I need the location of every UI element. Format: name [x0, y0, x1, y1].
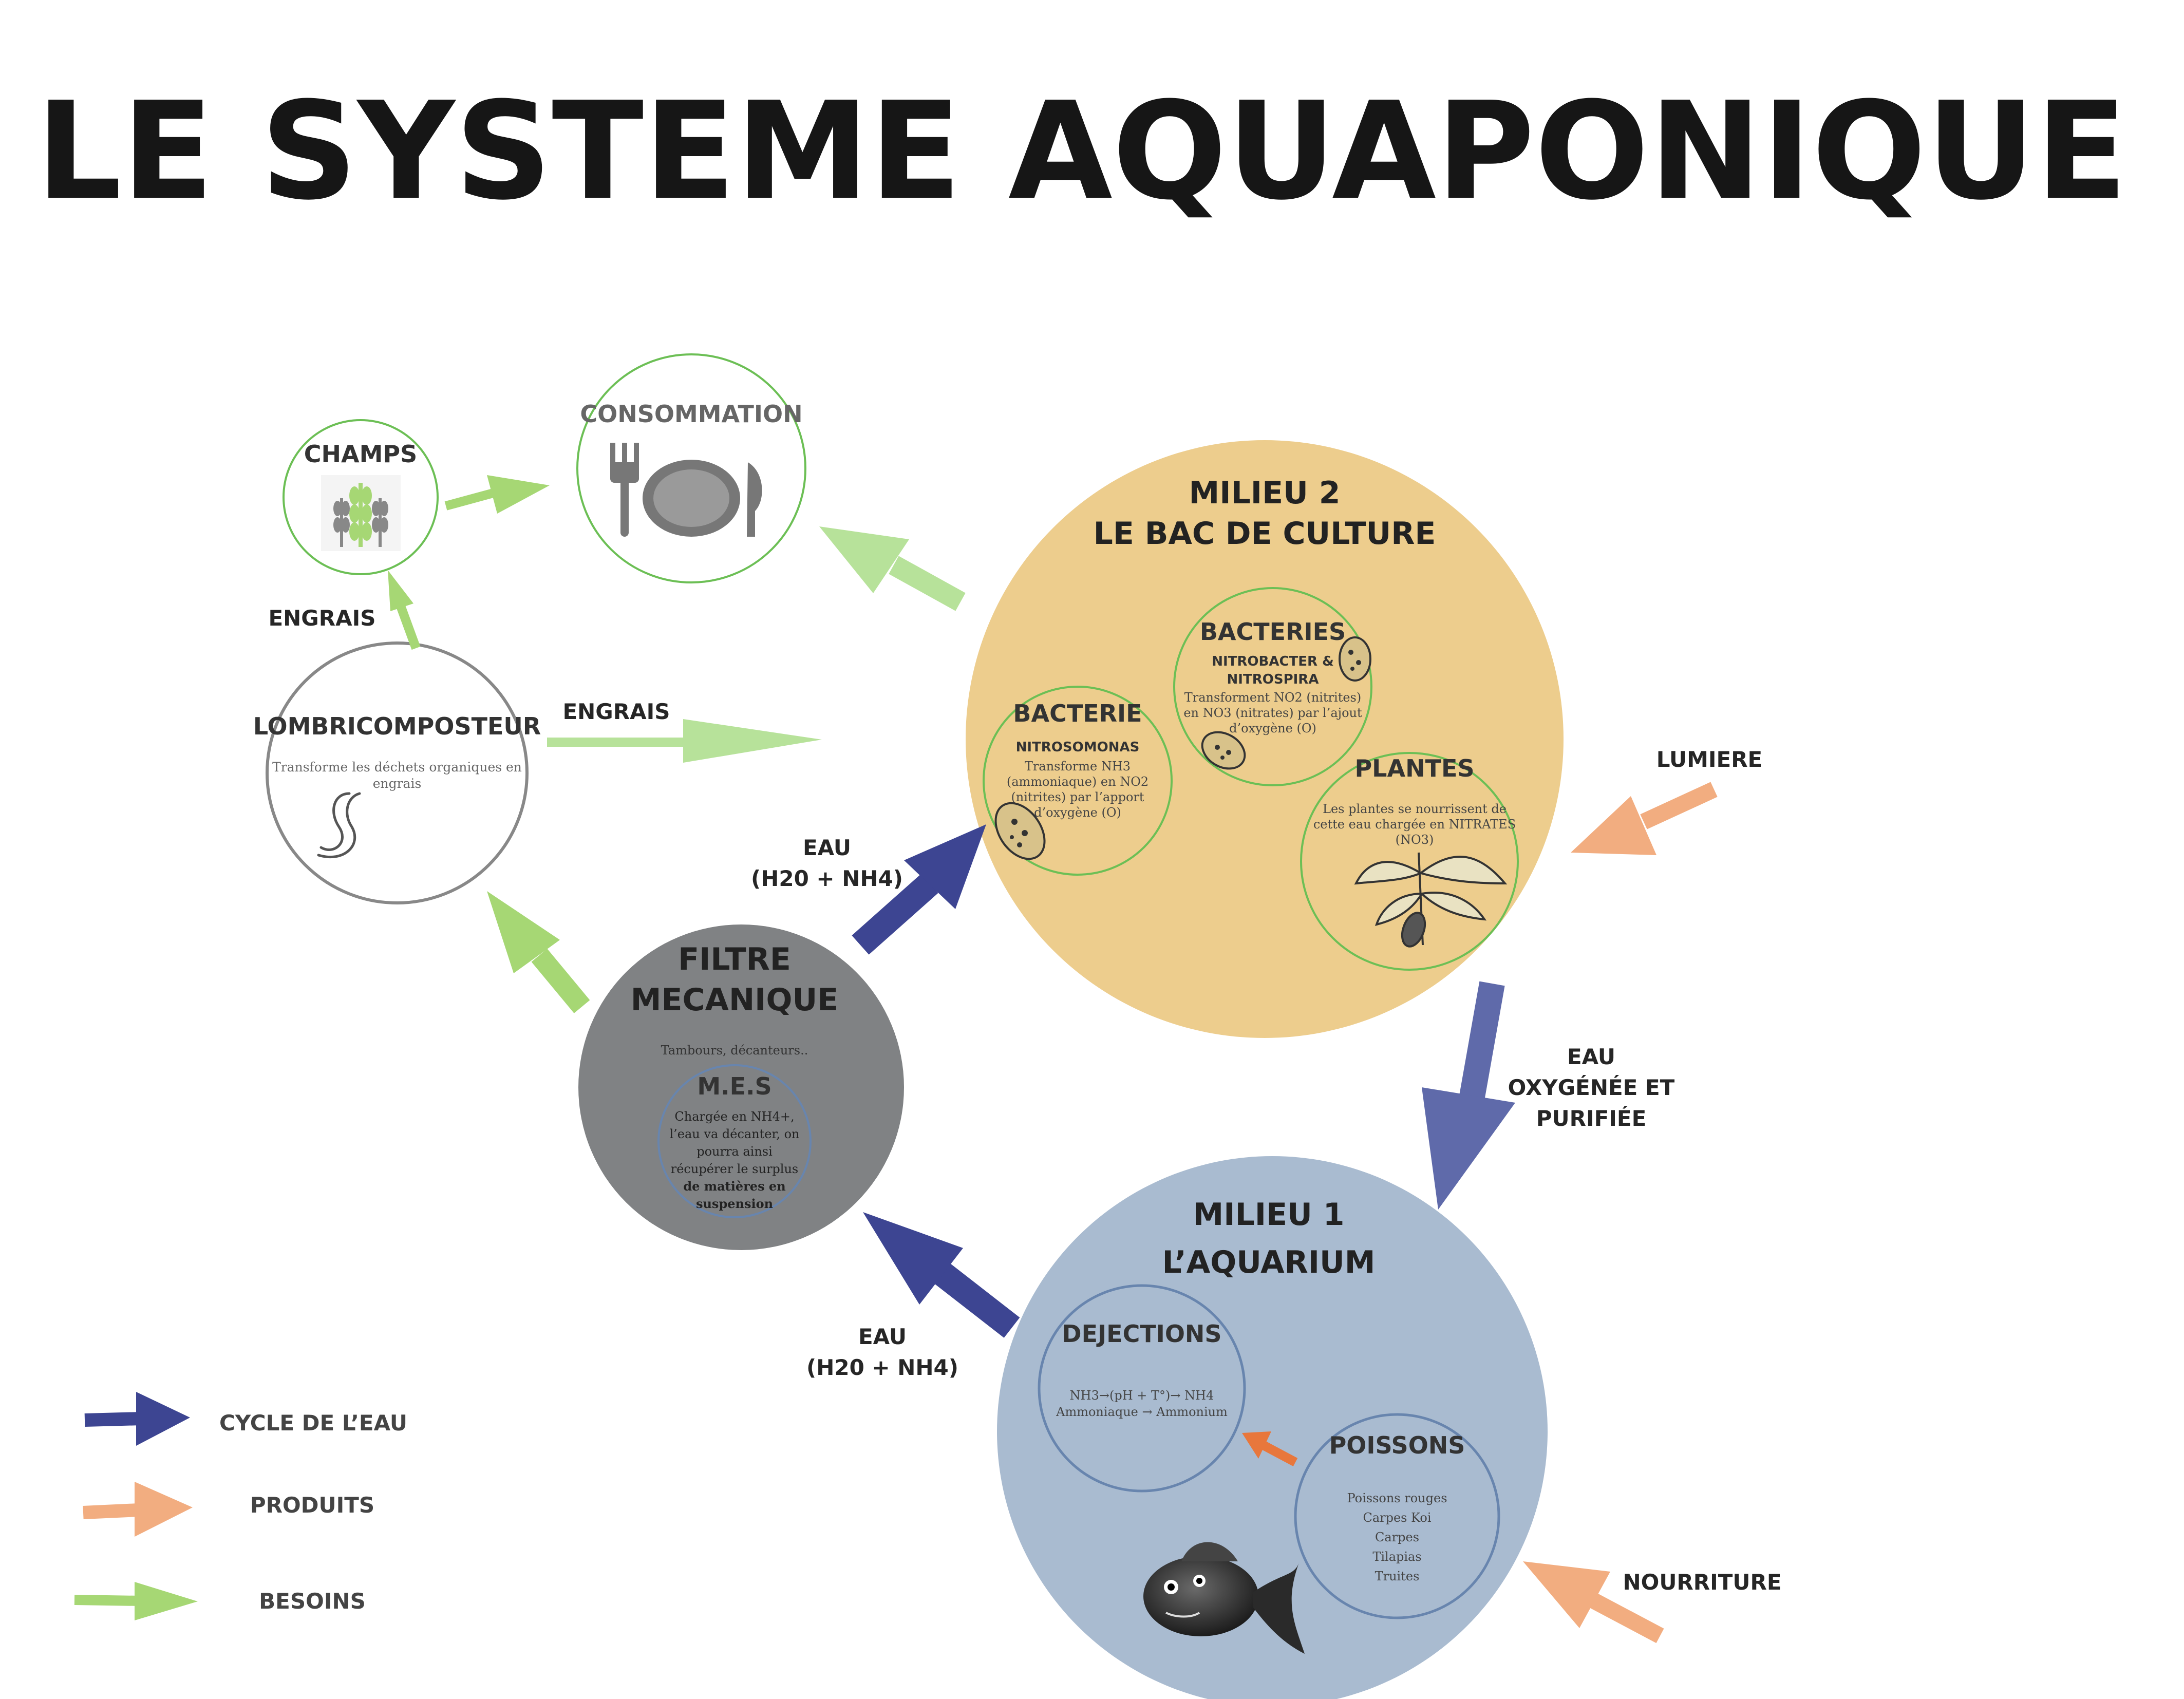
bacteries-desc-3: d’oxygène (O): [1229, 721, 1316, 735]
label-eau-oxy-1: EAU: [1567, 1044, 1615, 1069]
lombri-desc-1: Transforme les déchets organiques en: [272, 760, 522, 775]
bacterie-desc-1: Transforme NH3: [1025, 759, 1131, 773]
label-nourriture: NOURRITURE: [1623, 1570, 1781, 1595]
mes-title: M.E.S: [697, 1072, 771, 1100]
mes-desc-4: récupérer le surplus: [671, 1162, 798, 1176]
consommation-title: CONSOMMATION: [580, 400, 802, 428]
dejections-desc-2: Ammoniaque → Ammonium: [1056, 1405, 1228, 1419]
bacterie-desc-4: d’oxygène (O): [1034, 805, 1121, 820]
plantes-desc-1: Les plantes se nourrissent de: [1323, 802, 1507, 816]
plant-icon: [1354, 852, 1508, 948]
mes-desc-1: Chargée en NH4+,: [674, 1109, 794, 1124]
mes-desc-5: de matières en: [683, 1179, 785, 1194]
poissons-desc-5: Truites: [1375, 1569, 1420, 1583]
wheat-icon: [321, 475, 401, 551]
products-arrow-internal: [1242, 1431, 1298, 1466]
label-eau-down-1: EAU: [858, 1324, 907, 1349]
filtre-node: FILTRE MECANIQUE Tambours, décanteurs.. …: [578, 924, 904, 1250]
milieu1-title-line2: L’AQUARIUM: [1162, 1244, 1376, 1280]
bacterium-icon: [994, 802, 1046, 860]
water-arrow-milieu2-to-milieu1: [1422, 981, 1515, 1210]
poissons-desc-3: Carpes: [1375, 1530, 1419, 1544]
products-arrow-lumiere: [1571, 782, 1718, 855]
plantes-desc-2: cette eau chargée en NITRATES: [1313, 817, 1516, 832]
legend-item-products: PRODUITS: [83, 1482, 374, 1537]
bacteries-desc-2: en NO3 (nitrates) par l’ajout: [1183, 706, 1362, 720]
needs-arrow-lombri-to-milieu2: [547, 719, 822, 763]
bacterium-icon: [1201, 636, 1371, 770]
label-eau-down-2: (H20 + NH4): [806, 1355, 958, 1380]
legend-item-needs: BESOINS: [74, 1582, 366, 1620]
poissons-desc-1: Poissons rouges: [1347, 1491, 1447, 1505]
dejections-circle: [1038, 1284, 1246, 1493]
legend-label-products: PRODUITS: [250, 1493, 374, 1518]
milieu1-node: MILIEU 1 L’AQUARIUM DEJECTIONS NH3→(pH +…: [997, 1156, 1548, 1699]
bacteries-sub2: NITROSPIRA: [1227, 672, 1319, 687]
bacteries-title: BACTERIES: [1200, 618, 1346, 646]
bacterie-desc-2: (ammoniaque) en NO2: [1007, 775, 1149, 789]
lombri-title: LOMBRICOMPOSTEUR: [253, 712, 541, 740]
plantes-desc-3: (NO3): [1396, 833, 1434, 847]
mes-desc-3: pourra ainsi: [696, 1144, 773, 1159]
water-arrow-filtre-to-milieu2: [852, 824, 986, 955]
plate-cutlery-icon: [610, 443, 762, 537]
milieu2-title-line2: LE BAC DE CULTURE: [1094, 516, 1436, 552]
milieu2-circle: [966, 440, 1564, 1038]
mes-desc-2: l’eau va décanter, on: [669, 1127, 799, 1141]
filtre-title-line2: MECANIQUE: [631, 982, 838, 1018]
mes-desc-6: suspension: [696, 1196, 773, 1211]
bacteries-desc-1: Transforment NO2 (nitrites): [1184, 690, 1361, 705]
page-title: LE SYSTEME AQUAPONIQUE: [36, 73, 2127, 230]
consommation-node: CONSOMMATION: [576, 353, 806, 583]
water-arrow-milieu1-to-filtre: [863, 1212, 1020, 1338]
plantes-circle: [1300, 752, 1519, 971]
poissons-desc-4: Tilapias: [1372, 1550, 1421, 1564]
lombri-circle: [266, 641, 529, 904]
milieu1-circle: [997, 1156, 1548, 1699]
champs-title: CHAMPS: [304, 440, 417, 468]
milieu1-title-line1: MILIEU 1: [1193, 1197, 1345, 1233]
fish-icon: [1143, 1542, 1305, 1654]
poissons-title: POISSONS: [1329, 1431, 1465, 1459]
legend-label-needs: BESOINS: [259, 1589, 366, 1614]
milieu2-title-line1: MILIEU 2: [1189, 475, 1341, 511]
label-eau-up-1: EAU: [803, 835, 851, 860]
needs-arrow-milieu2-to-consommation: [819, 526, 966, 611]
dejections-desc-1: NH3→(pH + T°)→ NH4: [1070, 1388, 1214, 1403]
filtre-title-line1: FILTRE: [678, 941, 791, 977]
filtre-circle: [578, 924, 904, 1250]
champs-node: CHAMPS: [283, 419, 439, 575]
needs-arrow-lombri-to-champs: [388, 570, 421, 650]
plantes-title: PLANTES: [1354, 754, 1474, 782]
needs-arrow-champs-to-consommation: [444, 475, 550, 514]
milieu2-node: MILIEU 2 LE BAC DE CULTURE BACTERIES NIT…: [966, 440, 1564, 1038]
label-engrais-right: ENGRAIS: [562, 699, 670, 724]
dejections-title: DEJECTIONS: [1062, 1320, 1221, 1348]
legend-item-water: CYCLE DE L’EAU: [84, 1392, 407, 1446]
bacterie-circle: [983, 686, 1173, 876]
poissons-desc-2: Carpes Koi: [1363, 1511, 1431, 1525]
bacteries-sub1: NITROBACTER &: [1212, 654, 1334, 669]
lombri-desc-2: engrais: [373, 776, 422, 791]
label-engrais-up: ENGRAIS: [268, 606, 375, 631]
label-lumiere: LUMIERE: [1656, 747, 1763, 772]
products-arrow-nourriture: [1523, 1561, 1664, 1644]
legend-label-water: CYCLE DE L’EAU: [219, 1410, 407, 1436]
bacterie-sub: NITROSOMONAS: [1016, 740, 1140, 755]
lombri-node: LOMBRICOMPOSTEUR Transforme les déchets …: [253, 641, 541, 904]
mes-circle: [657, 1064, 812, 1218]
label-eau-oxy-2: OXYGÉNÉE ET: [1508, 1074, 1675, 1100]
filtre-desc: Tambours, décanteurs..: [661, 1043, 808, 1058]
legend: CYCLE DE L’EAU PRODUITS BESOINS: [74, 1392, 407, 1620]
poissons-circle: [1294, 1413, 1500, 1619]
label-eau-oxy-3: PURIFIÉE: [1536, 1105, 1647, 1131]
worm-icon: [317, 792, 361, 859]
bacterie-desc-3: (nitrites) par l’apport: [1011, 790, 1144, 804]
needs-arrow-filtre-to-lombri: [487, 891, 590, 1013]
label-eau-up-2: (H20 + NH4): [751, 866, 903, 891]
bacterie-title: BACTERIE: [1013, 700, 1142, 727]
bacteries-circle: [1173, 587, 1372, 786]
